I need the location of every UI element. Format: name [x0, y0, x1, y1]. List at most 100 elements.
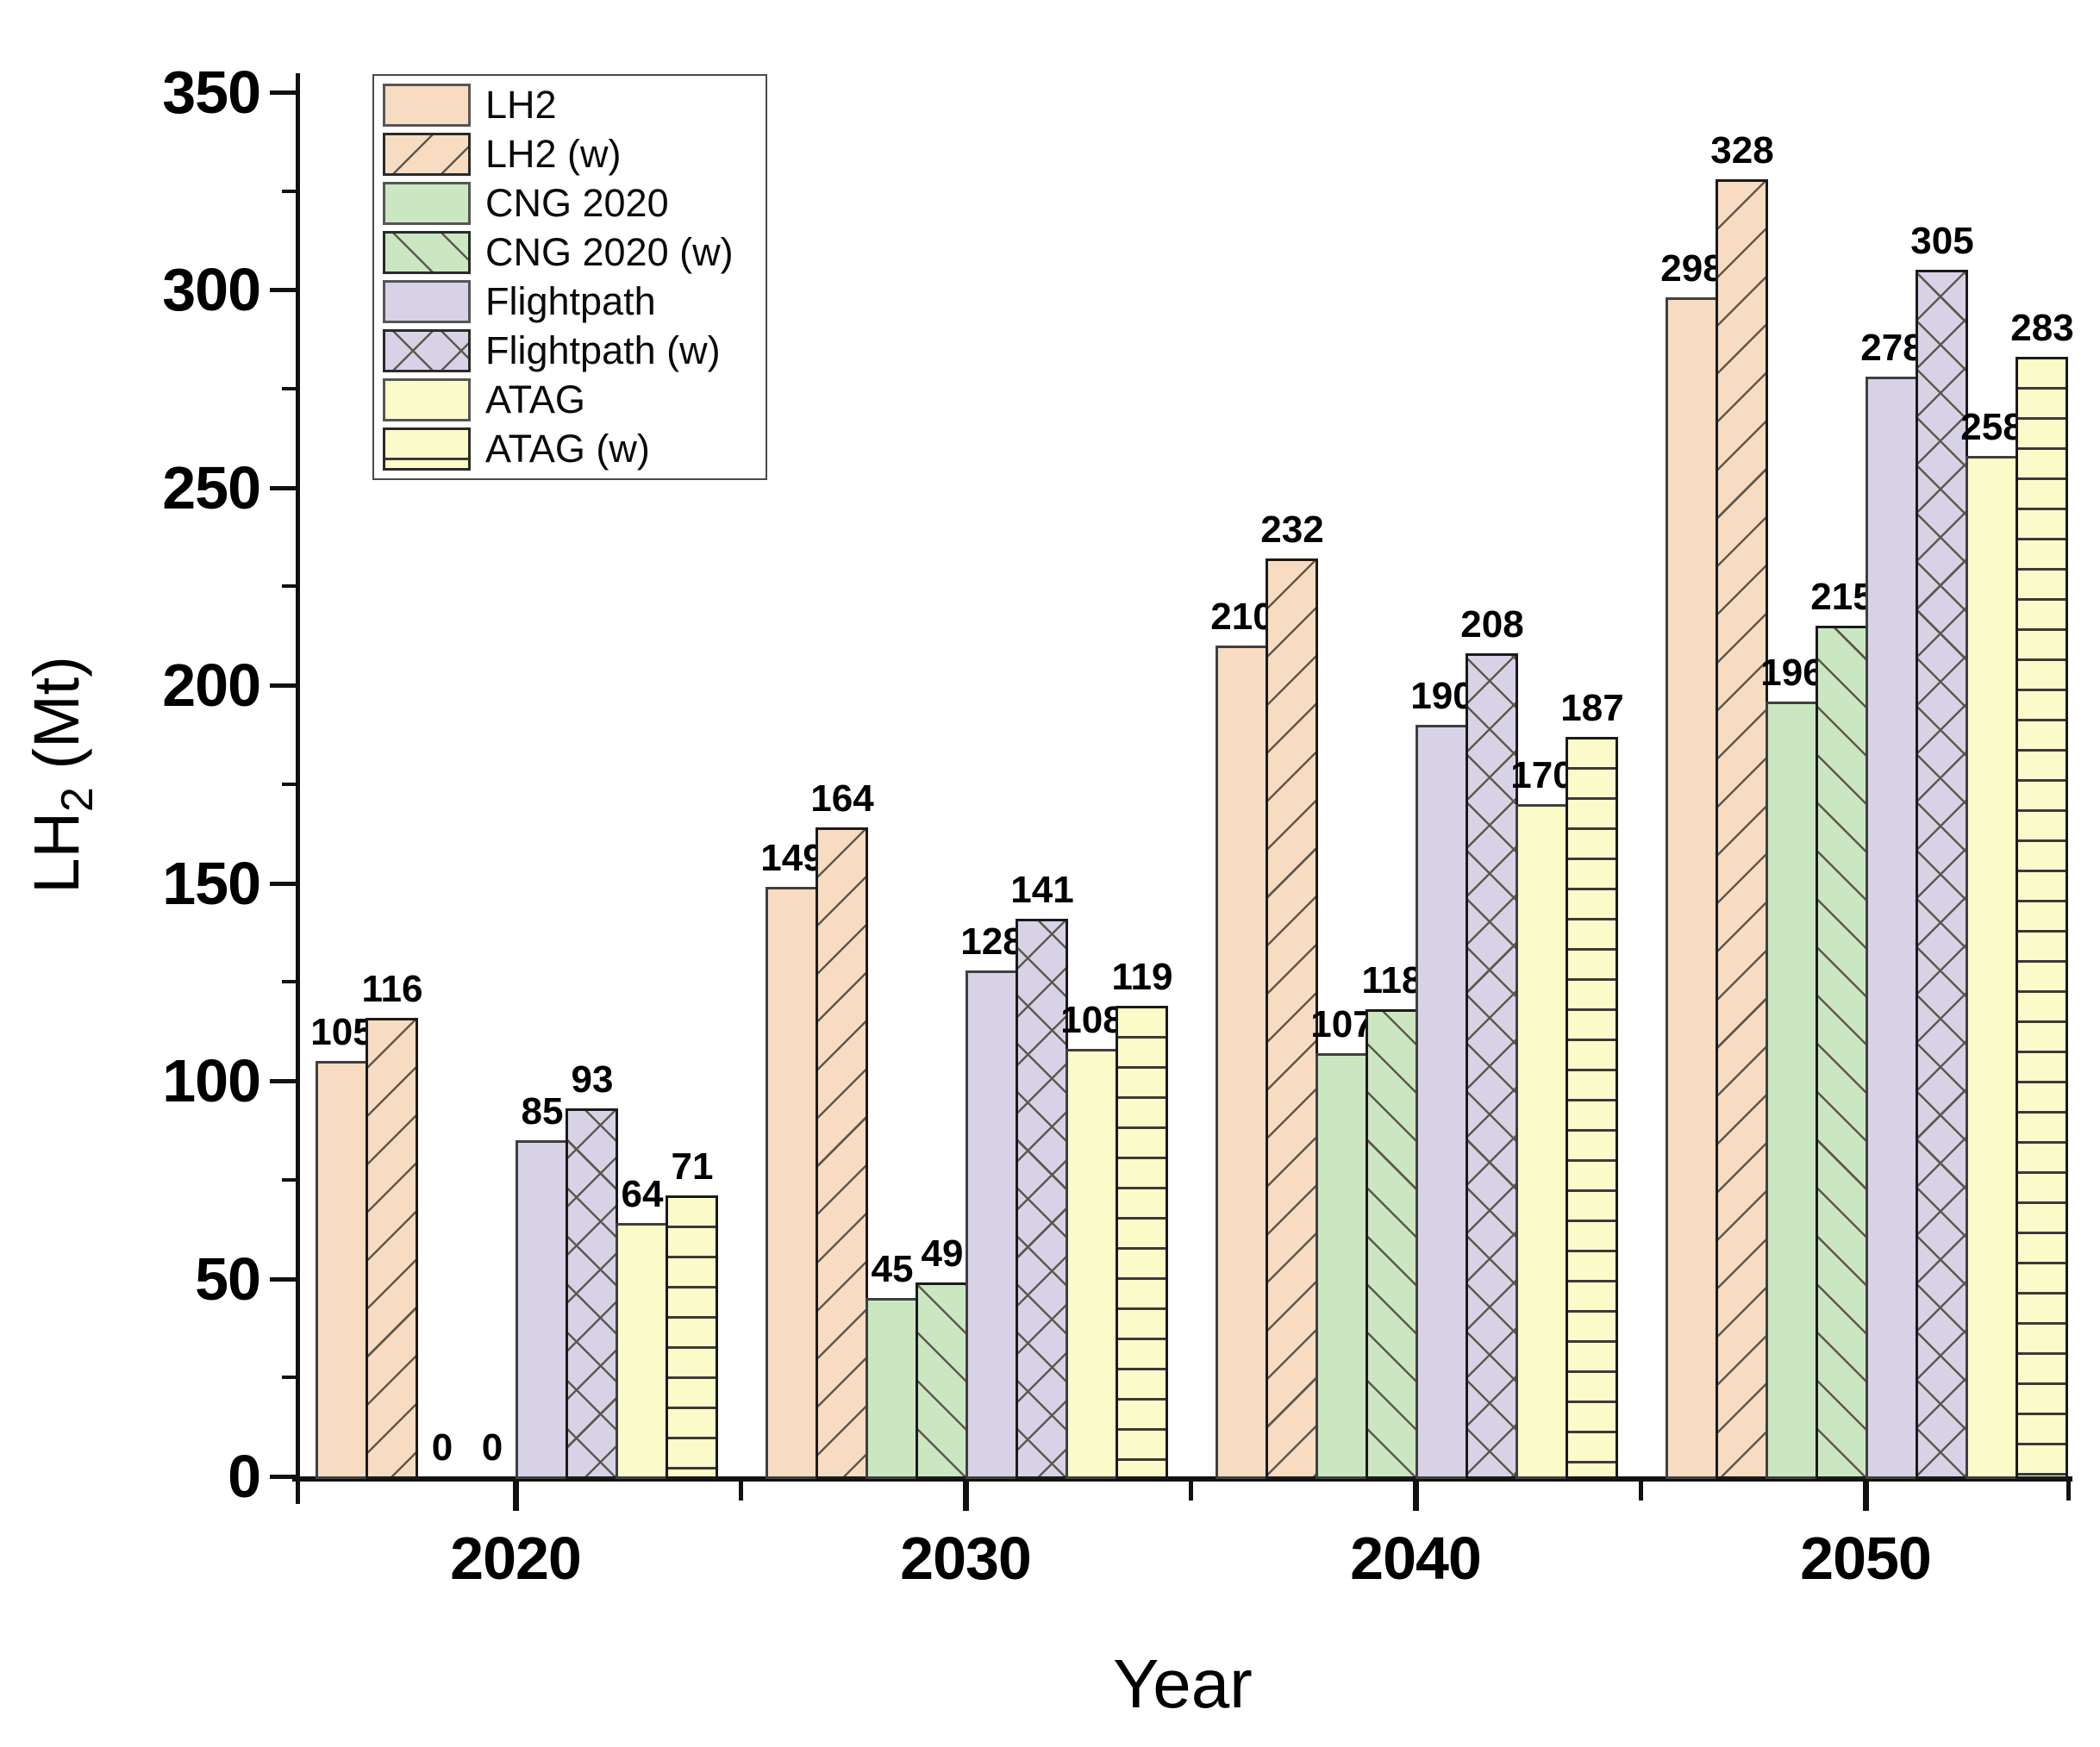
bar-value-label: 105: [310, 1011, 374, 1053]
y-tick: [270, 1079, 296, 1084]
bar-flightpath-w-2030: [1016, 919, 1068, 1479]
bar-cng-2020-2050: [1766, 702, 1818, 1479]
legend-item: LH2 (w): [383, 133, 757, 176]
y-minor-tick: [282, 584, 296, 589]
bar-flightpath-2030: [966, 970, 1018, 1479]
y-minor-tick: [282, 782, 296, 786]
x-minor-tick: [2066, 1480, 2071, 1501]
bar-value-label: 328: [1710, 129, 1774, 172]
legend-item: Flightpath (w): [383, 329, 757, 372]
y-tick-label: 250: [162, 453, 261, 521]
x-tick-label: 2020: [450, 1525, 582, 1592]
legend-label: LH2 (w): [485, 132, 622, 176]
y-axis-spine: [296, 73, 300, 1504]
y-minor-tick: [282, 1376, 296, 1380]
bar-lh2-w-2030: [816, 827, 868, 1479]
legend-swatch-icon: [383, 133, 471, 176]
legend-label: Flightpath (w): [485, 328, 721, 372]
y-minor-tick: [282, 1177, 296, 1182]
bar-value-label: 164: [810, 777, 874, 820]
legend-swatch-icon: [383, 280, 471, 323]
bar-value-label: 278: [1860, 327, 1924, 369]
x-minor-tick: [1189, 1480, 1193, 1501]
legend-swatch-icon: [383, 378, 471, 421]
y-tick-label: 50: [195, 1245, 261, 1313]
x-tick-label: 2040: [1350, 1525, 1482, 1592]
bar-value-label: 187: [1560, 687, 1624, 729]
bar-atag-w-2050: [2016, 357, 2068, 1479]
x-tick: [1863, 1480, 1869, 1511]
bar-value-label: 116: [361, 968, 423, 1010]
bar-flightpath-2050: [1866, 377, 1918, 1479]
x-minor-tick: [1639, 1480, 1643, 1501]
bar-value-label: 215: [1810, 576, 1874, 618]
bar-lh2-2020: [316, 1061, 368, 1479]
y-tick: [270, 90, 296, 95]
bar-value-label: 196: [1760, 652, 1824, 694]
legend-label: Flightpath: [485, 279, 656, 323]
x-tick-label: 2030: [900, 1525, 1032, 1592]
legend-item: CNG 2020: [383, 182, 757, 225]
bar-value-label: 210: [1210, 596, 1274, 638]
y-tick: [270, 683, 296, 689]
bar-flightpath-w-2040: [1466, 653, 1518, 1479]
bar-value-label: 107: [1310, 1003, 1374, 1045]
bar-lh2-2040: [1216, 646, 1268, 1479]
bar-lh2-w-2050: [1716, 179, 1768, 1479]
bar-value-label: 258: [1960, 406, 2024, 448]
x-tick: [513, 1480, 519, 1511]
bar-cng-2020-w-2050: [1816, 626, 1868, 1479]
y-minor-tick: [282, 980, 296, 984]
legend-item: CNG 2020 (w): [383, 231, 757, 274]
bar-atag-2030: [1066, 1049, 1118, 1479]
bar-value-label: 170: [1510, 754, 1574, 796]
bar-value-label: 283: [2010, 307, 2074, 349]
legend-swatch-icon: [383, 329, 471, 372]
bar-value-label: 232: [1260, 509, 1324, 551]
bar-value-label: 45: [871, 1248, 914, 1290]
legend-swatch-icon: [383, 231, 471, 274]
bar-atag-w-2040: [1566, 737, 1618, 1479]
bar-lh2-2050: [1666, 297, 1718, 1479]
legend-swatch-icon: [383, 182, 471, 225]
bar-atag-w-2030: [1116, 1006, 1168, 1479]
bar-value-label: 108: [1060, 999, 1124, 1041]
bar-atag-2040: [1516, 804, 1568, 1479]
y-tick-label: 0: [228, 1443, 261, 1510]
bar-lh2-w-2040: [1266, 558, 1318, 1479]
bar-value-label: 190: [1410, 675, 1474, 717]
bar-value-label: 93: [571, 1058, 614, 1101]
bar-atag-w-2020: [666, 1195, 718, 1479]
bar-value-label: 85: [521, 1090, 564, 1132]
bar-value-label: 64: [621, 1173, 664, 1215]
legend-item: Flightpath: [383, 280, 757, 323]
y-tick-label: 300: [162, 256, 261, 324]
y-tick: [270, 881, 296, 886]
x-tick: [963, 1480, 969, 1511]
y-tick-label: 350: [162, 58, 261, 126]
legend-label: ATAG: [485, 377, 585, 421]
bar-cng-2020-2030: [866, 1298, 918, 1479]
y-tick: [270, 1276, 296, 1282]
bar-lh2-2030: [766, 887, 818, 1479]
x-tick: [1413, 1480, 1419, 1511]
legend-swatch-icon: [383, 427, 471, 471]
legend-item: LH2: [383, 84, 757, 127]
legend: LH2 LH2 (w) CNG 2020 CNG 2020 (w) Flightpath…: [372, 74, 767, 480]
y-tick-label: 200: [162, 652, 261, 720]
bar-value-label: 119: [1111, 956, 1173, 998]
x-minor-tick: [739, 1480, 743, 1501]
bar-value-label: 149: [760, 837, 824, 879]
bar-flightpath-2040: [1416, 725, 1468, 1479]
bar-cng-2020-w-2030: [916, 1282, 968, 1479]
bar-value-label: 208: [1460, 603, 1524, 646]
bar-value-label: 305: [1910, 220, 1974, 262]
bar-value-label: 0: [431, 1426, 453, 1469]
bar-value-label: 71: [671, 1145, 714, 1188]
bar-atag-2050: [1966, 456, 2018, 1479]
bar-value-label: 118: [1361, 959, 1423, 1001]
x-axis-spine: [292, 1476, 2072, 1482]
y-tick-label: 150: [162, 849, 261, 917]
y-tick-label: 100: [162, 1047, 261, 1115]
